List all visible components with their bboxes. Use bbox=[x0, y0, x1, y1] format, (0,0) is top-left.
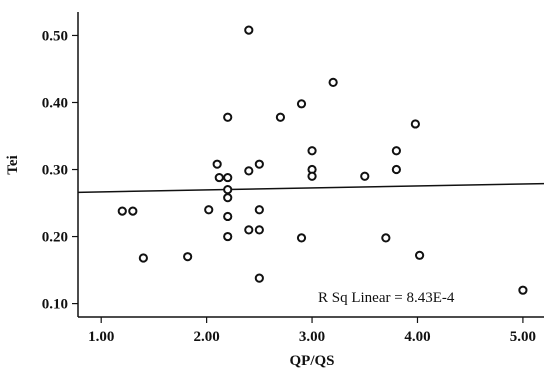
data-point bbox=[308, 147, 315, 154]
data-point bbox=[245, 167, 252, 174]
data-point bbox=[519, 287, 526, 294]
data-point bbox=[277, 114, 284, 121]
data-point bbox=[224, 194, 231, 201]
data-point bbox=[224, 114, 231, 121]
data-point bbox=[205, 206, 212, 213]
y-tick-label: 0.40 bbox=[42, 95, 68, 111]
data-point bbox=[393, 147, 400, 154]
data-point bbox=[298, 100, 305, 107]
data-point bbox=[214, 161, 221, 168]
data-point bbox=[298, 234, 305, 241]
data-point bbox=[224, 186, 231, 193]
data-point bbox=[382, 234, 389, 241]
data-point bbox=[129, 207, 136, 214]
data-points bbox=[119, 26, 527, 293]
data-point bbox=[308, 173, 315, 180]
y-tick-label: 0.20 bbox=[42, 230, 68, 246]
regression-line bbox=[78, 184, 544, 193]
data-point bbox=[119, 207, 126, 214]
x-axis-title: QP/QS bbox=[289, 353, 334, 369]
x-tick-labels: 1.00 2.00 3.00 4.00 5.00 bbox=[88, 329, 536, 345]
data-point bbox=[224, 233, 231, 240]
data-point bbox=[245, 26, 252, 33]
data-point bbox=[256, 161, 263, 168]
y-axis-title: Tei bbox=[5, 155, 21, 174]
data-point bbox=[256, 206, 263, 213]
data-point bbox=[224, 213, 231, 220]
data-point bbox=[256, 226, 263, 233]
axis-ticks bbox=[72, 35, 523, 323]
x-tick-label: 1.00 bbox=[88, 329, 114, 345]
data-point bbox=[140, 254, 147, 261]
data-point bbox=[216, 174, 223, 181]
x-tick-label: 4.00 bbox=[404, 329, 430, 345]
data-point bbox=[256, 275, 263, 282]
data-point bbox=[330, 79, 337, 86]
data-point bbox=[224, 174, 231, 181]
data-point bbox=[184, 253, 191, 260]
data-point bbox=[416, 252, 423, 259]
y-tick-label: 0.10 bbox=[42, 297, 68, 313]
r-squared-annotation: R Sq Linear = 8.43E-4 bbox=[318, 290, 455, 306]
data-point bbox=[361, 173, 368, 180]
x-tick-label: 5.00 bbox=[510, 329, 536, 345]
y-tick-label: 0.50 bbox=[42, 28, 68, 44]
data-point bbox=[393, 166, 400, 173]
data-point bbox=[245, 226, 252, 233]
y-tick-labels: 0.10 0.20 0.30 0.40 0.50 bbox=[42, 28, 68, 312]
x-tick-label: 2.00 bbox=[193, 329, 219, 345]
data-point bbox=[412, 120, 419, 127]
x-tick-label: 3.00 bbox=[299, 329, 325, 345]
y-tick-label: 0.30 bbox=[42, 163, 68, 179]
